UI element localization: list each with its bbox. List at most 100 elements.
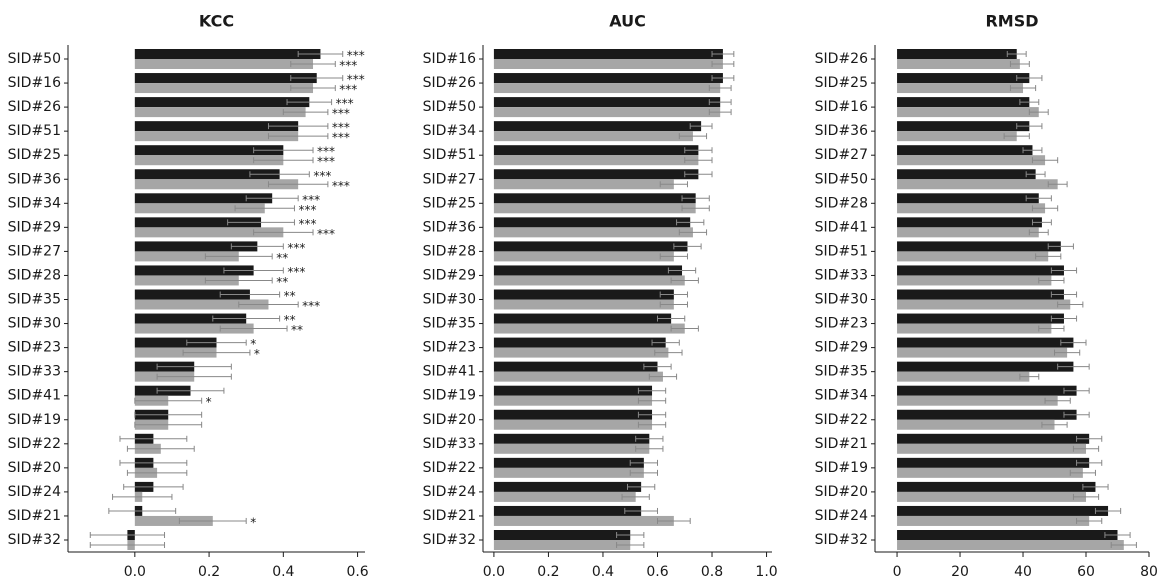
x-tick-label: 0.2: [198, 564, 220, 577]
y-tick-label: SID#33: [423, 436, 476, 452]
bar: [493, 313, 672, 324]
bar: [134, 193, 273, 204]
y-tick-label: SID#24: [8, 484, 61, 500]
bar: [897, 73, 1030, 84]
bar: [897, 193, 1039, 204]
bar: [897, 275, 1052, 286]
bar: [897, 515, 1090, 526]
y-tick-label: SID#26: [423, 75, 476, 91]
x-tick-label: 60: [1077, 564, 1095, 577]
bar: [493, 275, 685, 286]
y-tick-label: SID#20: [423, 412, 476, 428]
y-tick-label: SID#34: [423, 123, 476, 139]
x-tick-label: 0.2: [537, 564, 559, 577]
x-tick-label: 0.0: [124, 564, 146, 577]
bar: [134, 251, 239, 262]
bar: [897, 540, 1124, 550]
y-tick-label: SID#33: [815, 267, 868, 283]
y-tick-label: SID#25: [8, 147, 61, 163]
significance-label: ***: [317, 145, 335, 159]
significance-label: ***: [298, 217, 316, 231]
bar: [493, 443, 650, 454]
bar: [897, 481, 1096, 492]
bar: [897, 299, 1071, 310]
bar: [897, 155, 1046, 166]
y-tick-label: SID#51: [815, 243, 868, 259]
y-tick-label: SID#20: [815, 484, 868, 500]
bar: [493, 361, 658, 372]
bar: [897, 49, 1017, 59]
y-tick-label: SID#23: [8, 340, 61, 356]
bar: [897, 491, 1087, 502]
bar: [134, 337, 217, 348]
bar: [897, 121, 1030, 132]
bar: [897, 241, 1061, 252]
x-tick-label: 0: [893, 564, 902, 577]
bar: [493, 323, 685, 334]
bar: [134, 217, 262, 228]
bar: [134, 313, 247, 324]
bar: [897, 179, 1058, 190]
bar: [134, 289, 250, 300]
bar: [897, 59, 1020, 69]
y-tick-label: SID#21: [8, 508, 61, 524]
bar: [134, 169, 280, 180]
x-tick-label: 0.6: [646, 564, 668, 577]
significance-label: ***: [313, 169, 331, 183]
y-tick-label: SID#26: [815, 51, 868, 67]
y-tick-label: SID#27: [8, 243, 61, 259]
bar: [493, 395, 653, 406]
y-tick-label: SID#32: [423, 532, 476, 548]
bar: [493, 131, 693, 142]
significance-label: **: [284, 313, 296, 327]
bar: [897, 97, 1030, 108]
significance-label: **: [284, 289, 296, 303]
bar: [897, 313, 1064, 324]
significance-label: ***: [317, 155, 335, 169]
bar: [493, 203, 696, 214]
y-tick-label: SID#30: [8, 316, 61, 332]
bar: [897, 395, 1058, 406]
bar: [134, 131, 299, 142]
y-tick-label: SID#22: [815, 412, 868, 428]
panel-title: KCC: [199, 12, 234, 31]
y-tick-label: SID#21: [815, 436, 868, 452]
significance-label: ***: [336, 97, 354, 111]
bar: [493, 179, 674, 190]
bar: [897, 419, 1055, 430]
significance-label: ***: [347, 49, 365, 63]
bar: [493, 433, 650, 444]
bar: [897, 251, 1049, 262]
y-tick-label: SID#20: [8, 460, 61, 476]
y-tick-label: SID#34: [815, 388, 868, 404]
bar: [493, 241, 688, 252]
bar: [897, 265, 1064, 276]
bar: [897, 203, 1046, 214]
x-tick-label: 20: [951, 564, 969, 577]
significance-label: ***: [332, 107, 350, 121]
bar: [897, 409, 1077, 420]
bar: [897, 337, 1074, 348]
y-tick-label: SID#27: [815, 147, 868, 163]
y-tick-label: SID#16: [423, 51, 476, 67]
bar: [897, 347, 1068, 358]
bar: [134, 275, 239, 286]
significance-label: ***: [332, 121, 350, 135]
y-tick-label: SID#50: [8, 51, 61, 67]
y-tick-label: SID#28: [423, 243, 476, 259]
bar: [493, 289, 674, 300]
significance-label: ***: [332, 131, 350, 145]
bar: [134, 107, 306, 118]
bar: [493, 145, 699, 156]
y-tick-label: SID#23: [815, 316, 868, 332]
y-tick-label: SID#41: [8, 388, 61, 404]
significance-label: **: [276, 251, 288, 265]
bar: [493, 515, 674, 526]
bar: [134, 515, 213, 526]
x-tick-label: 0.4: [272, 564, 294, 577]
y-tick-label: SID#24: [423, 484, 476, 500]
y-tick-label: SID#24: [815, 508, 868, 524]
y-tick-label: SID#23: [423, 340, 476, 356]
y-tick-label: SID#51: [8, 123, 61, 139]
significance-label: ***: [339, 83, 357, 97]
